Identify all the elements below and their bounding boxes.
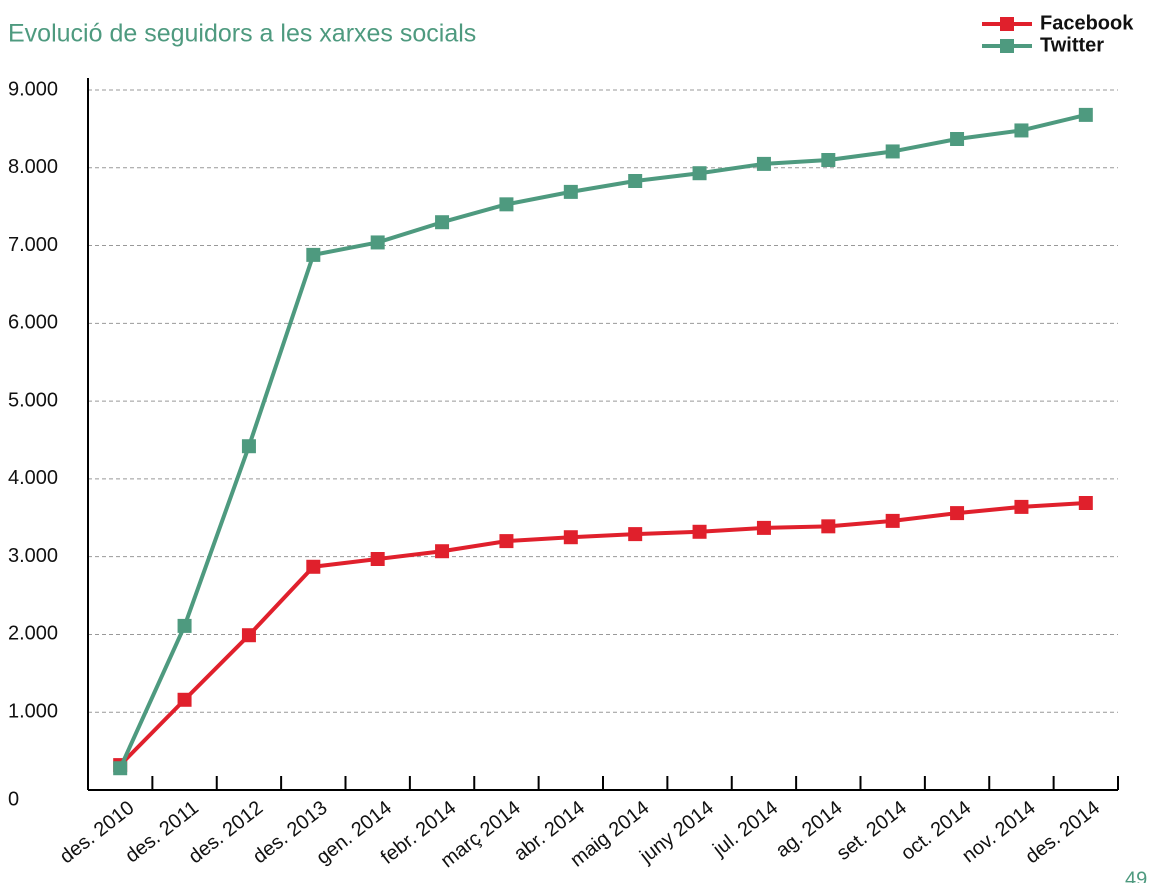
marker [756, 156, 771, 171]
legend-marker [1000, 39, 1014, 53]
marker [692, 524, 707, 539]
legend-label: Twitter [1040, 34, 1104, 56]
marker [306, 559, 321, 574]
marker [950, 132, 965, 146]
marker [370, 552, 385, 566]
marker [1078, 107, 1093, 122]
page-number: 49 [1125, 868, 1147, 883]
marker [499, 534, 514, 549]
marker [177, 618, 192, 633]
marker [821, 153, 836, 167]
marker [821, 519, 836, 534]
series-line [118, 112, 1087, 770]
y-tick-label: 9.000 [8, 78, 58, 100]
marker [499, 197, 514, 212]
marker [113, 761, 128, 776]
y-tick-label: 0 [8, 788, 19, 810]
marker [885, 144, 900, 159]
marker [306, 247, 321, 262]
y-tick-label: 5.000 [8, 389, 58, 411]
y-tick-label: 3.000 [8, 545, 58, 567]
y-tick-label: 1.000 [8, 701, 58, 723]
marker [241, 439, 256, 454]
marker [885, 513, 900, 528]
marker [1014, 123, 1029, 138]
chart-title: Evolució de seguidors a les xarxes socia… [8, 20, 476, 48]
y-tick-label: 4.000 [8, 467, 58, 489]
marker [950, 506, 965, 521]
x-tick-label: jul. 2014 [708, 797, 782, 862]
marker [563, 184, 578, 199]
y-tick-label: 8.000 [8, 156, 58, 178]
marker [177, 692, 192, 707]
legend-label: Facebook [1040, 12, 1134, 34]
y-tick-label: 7.000 [8, 234, 58, 256]
x-tick-label: set. 2014 [833, 797, 911, 865]
marker [1078, 496, 1093, 510]
marker [435, 544, 450, 559]
y-tick-label: 6.000 [8, 312, 58, 334]
marker [756, 520, 771, 535]
marker [628, 527, 643, 542]
y-tick-label: 2.000 [8, 623, 58, 645]
marker [241, 628, 256, 643]
marker [370, 235, 385, 250]
marker [563, 530, 578, 545]
marker [692, 166, 707, 181]
marker [435, 215, 450, 230]
marker [628, 174, 643, 188]
marker [1014, 499, 1029, 514]
legend-marker [1000, 17, 1014, 31]
series-line [118, 501, 1086, 767]
